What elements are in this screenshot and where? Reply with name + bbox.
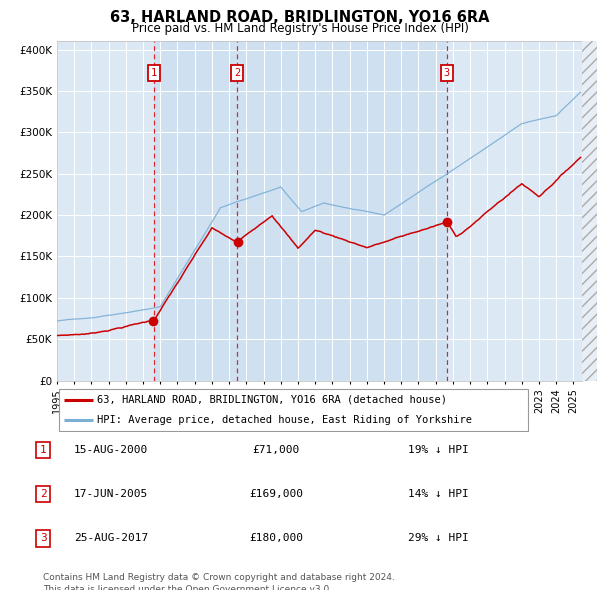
Text: £71,000: £71,000 xyxy=(253,445,299,455)
Text: 3: 3 xyxy=(444,68,450,78)
Text: Price paid vs. HM Land Registry's House Price Index (HPI): Price paid vs. HM Land Registry's House … xyxy=(131,22,469,35)
Text: 17-JUN-2005: 17-JUN-2005 xyxy=(74,489,148,499)
Text: 3: 3 xyxy=(40,533,47,543)
Text: HPI: Average price, detached house, East Riding of Yorkshire: HPI: Average price, detached house, East… xyxy=(97,415,472,425)
Text: £180,000: £180,000 xyxy=(249,533,303,543)
Text: 63, HARLAND ROAD, BRIDLINGTON, YO16 6RA: 63, HARLAND ROAD, BRIDLINGTON, YO16 6RA xyxy=(110,10,490,25)
Text: 29% ↓ HPI: 29% ↓ HPI xyxy=(408,533,469,543)
Text: 15-AUG-2000: 15-AUG-2000 xyxy=(74,445,148,455)
Text: £169,000: £169,000 xyxy=(249,489,303,499)
Bar xyxy=(237,41,447,381)
Text: 1: 1 xyxy=(151,68,157,78)
Bar xyxy=(154,41,237,381)
Text: Contains HM Land Registry data © Crown copyright and database right 2024.
This d: Contains HM Land Registry data © Crown c… xyxy=(43,573,395,590)
Text: 63, HARLAND ROAD, BRIDLINGTON, YO16 6RA (detached house): 63, HARLAND ROAD, BRIDLINGTON, YO16 6RA … xyxy=(97,395,447,405)
Text: 14% ↓ HPI: 14% ↓ HPI xyxy=(408,489,469,499)
FancyBboxPatch shape xyxy=(59,389,527,431)
Text: 2: 2 xyxy=(234,68,240,78)
Text: 1: 1 xyxy=(40,445,47,455)
Text: 2: 2 xyxy=(40,489,47,499)
Text: 25-AUG-2017: 25-AUG-2017 xyxy=(74,533,148,543)
Text: 19% ↓ HPI: 19% ↓ HPI xyxy=(408,445,469,455)
